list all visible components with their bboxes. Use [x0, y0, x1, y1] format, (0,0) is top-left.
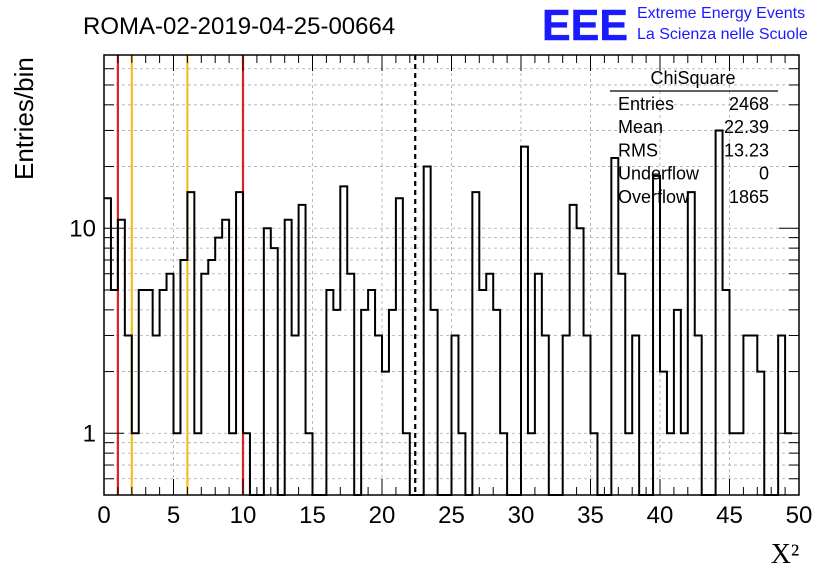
histogram-bin [424, 167, 431, 495]
histogram-bin [326, 290, 333, 495]
y-tick-label: 10 [69, 215, 96, 242]
histogram-bin [333, 310, 340, 495]
histogram-step-line [104, 129, 793, 496]
histogram-bin [215, 238, 222, 495]
x-tick-label: 10 [230, 502, 257, 529]
stats-value: 13.23 [724, 140, 769, 160]
x-tick-label: 45 [716, 502, 743, 529]
histogram-bin [479, 290, 486, 495]
x-tick-label: 30 [508, 502, 535, 529]
histogram-bin [542, 335, 549, 495]
stats-label: Underflow [618, 164, 700, 184]
histogram-bin [361, 310, 368, 495]
histogram-bin [292, 335, 299, 495]
axis-ticks [103, 54, 800, 496]
stats-value: 1865 [729, 187, 769, 207]
stats-label: Mean [618, 117, 663, 137]
x-tick-label: 20 [369, 502, 396, 529]
histogram-bin [584, 335, 591, 495]
stats-label: Overflow [618, 187, 690, 207]
x-tick-label: 50 [786, 502, 813, 529]
histogram-bin [146, 290, 153, 495]
stats-value: 22.39 [724, 117, 769, 137]
histogram-bin [160, 290, 167, 495]
histogram-bin [264, 228, 271, 495]
histogram-bin [493, 310, 500, 495]
stats-title: ChiSquare [650, 68, 735, 88]
reference-lines [116, 55, 417, 495]
x-axis-label: X² [771, 539, 800, 570]
stats-value: 0 [759, 164, 769, 184]
histogram-bin [695, 335, 702, 495]
histogram-bin [632, 335, 639, 495]
histogram-bin [577, 228, 584, 495]
histogram-bin [104, 198, 111, 495]
x-tick-label: 35 [577, 502, 604, 529]
x-tick-label: 5 [167, 502, 180, 529]
histogram-bin [340, 186, 347, 495]
histogram-bin [743, 335, 750, 495]
histogram-bin [139, 290, 146, 495]
histogram-bin [618, 274, 625, 495]
histogram-bin [563, 335, 570, 495]
stats-rows: Entries 2468 Mean 22.39 RMS 13.23 Underflow 0 Ov… [618, 94, 769, 207]
histogram-bin [396, 198, 403, 495]
histogram-bin [208, 260, 215, 495]
y-tick-label: 1 [83, 420, 96, 447]
eee-logo: EEE [542, 1, 628, 50]
histogram-bin [778, 335, 785, 495]
histogram-bin [222, 220, 229, 495]
histogram-bin [285, 220, 292, 495]
x-tick-label: 0 [97, 502, 110, 529]
tick-labels: 0 5 10 15 20 25 30 35 40 45 50 1 10 [69, 215, 812, 529]
histogram-bin [431, 310, 438, 495]
histogram-bin [201, 274, 208, 495]
x-tick-label: 15 [299, 502, 326, 529]
histogram-bin [674, 310, 681, 495]
run-title: ROMA-02-2019-04-25-00664 [83, 13, 395, 40]
stats-label: RMS [618, 140, 658, 160]
histogram-bin [723, 290, 730, 495]
histogram-bin [716, 130, 723, 495]
histogram-bin [389, 310, 396, 495]
histogram [104, 129, 793, 496]
histogram-bin [368, 290, 375, 495]
histogram-bin [347, 274, 354, 495]
histogram-bin [153, 335, 160, 495]
histogram-bin [611, 158, 618, 495]
y-axis-label: Entries/bin [9, 57, 39, 180]
histogram-bin [452, 335, 459, 495]
stats-label: Entries [618, 94, 674, 114]
stats-value: 2468 [729, 94, 769, 114]
histogram-bin [535, 274, 542, 495]
histogram-bin [750, 335, 757, 495]
stats-box: ChiSquare Entries 2468 Mean 22.39 RMS 13.23 Un… [610, 68, 778, 207]
x-tick-label: 25 [438, 502, 465, 529]
logo-line-2: La Scienza nelle Scuole [637, 26, 808, 43]
histogram-bin [375, 335, 382, 495]
x-tick-label: 40 [647, 502, 674, 529]
histogram-bin [486, 274, 493, 495]
logo-line-1: Extreme Energy Events [637, 5, 805, 22]
histogram-bin [167, 274, 174, 495]
